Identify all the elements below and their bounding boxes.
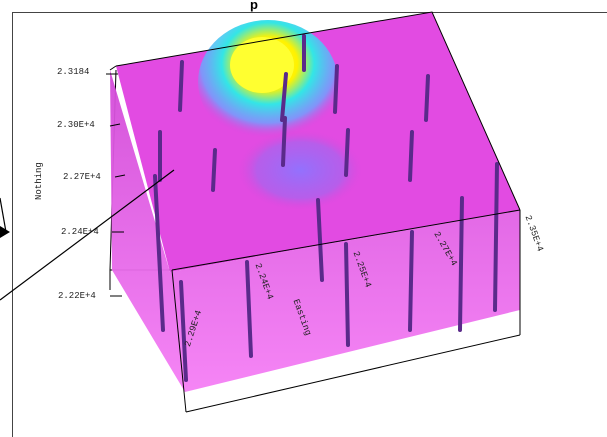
volume-front-face: [110, 70, 520, 392]
pointer-arrowhead-icon: [0, 226, 10, 238]
viewport-border: [12, 12, 607, 437]
anomaly-core: [230, 37, 294, 93]
y-axis-ticks: [106, 73, 126, 297]
anomaly-blob: [238, 130, 362, 210]
scene-title: p: [250, 0, 258, 12]
y-tick-5: 2.22E+4: [58, 291, 96, 301]
bounding-box-front: [109, 11, 521, 413]
y-tick-3: 2.27E+4: [63, 172, 101, 182]
y-tick-4: 2.24E+4: [61, 227, 99, 237]
pointer-arrow-icon: [0, 169, 175, 301]
y-tick-1: 2.3184: [57, 67, 90, 77]
y-axis-label: Nothing: [34, 162, 44, 200]
boreholes: [153, 34, 499, 382]
y-tick-2: 2.30E+4: [57, 120, 95, 130]
